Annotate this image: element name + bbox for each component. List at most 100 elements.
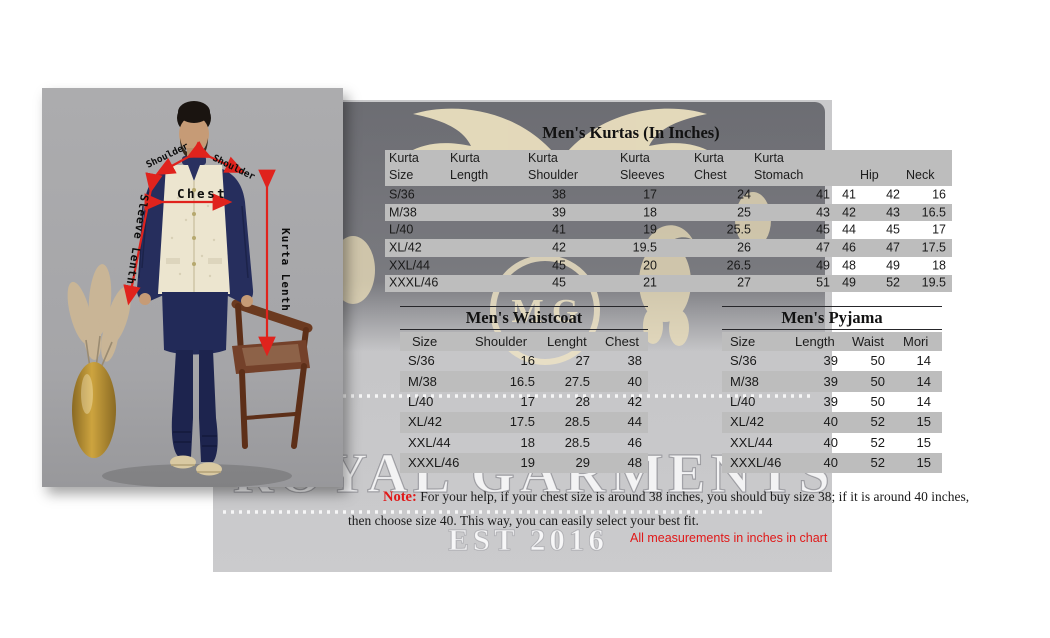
column-header: Kurta Shoulder [528, 151, 579, 182]
size-cell: L/40 [389, 222, 414, 237]
value-cell: 52 [886, 276, 900, 291]
monogram-text: M G [511, 293, 578, 330]
pyjama-title-rule [722, 329, 942, 330]
value-cell: 25 [737, 205, 751, 220]
value-cell: 44 [627, 414, 642, 430]
size-cell: L/40 [730, 394, 756, 410]
value-cell: 49 [816, 258, 830, 273]
table-row: XL/42 42 19.5 26 47 46 47 17.5 [385, 239, 952, 257]
column-header: Mori [903, 334, 929, 349]
table-row: L/40 41 19 25.5 45 44 45 17 [385, 221, 952, 239]
note-line-2: then choose size 40. This way, you can e… [348, 513, 699, 528]
size-cell: S/36 [389, 187, 415, 202]
value-cell: 26.5 [726, 258, 751, 273]
column-header: Neck [906, 168, 935, 182]
value-cell: 38 [552, 187, 566, 202]
sleeve-length-arrow [123, 172, 163, 306]
value-cell: 50 [870, 394, 885, 410]
note-line-1: Note: For your help, if your chest size … [383, 489, 969, 506]
value-cell: 15 [916, 455, 931, 471]
table-row: M/38 39 50 14 [722, 371, 942, 392]
size-cell: S/36 [730, 353, 757, 369]
value-cell: 16 [520, 353, 535, 369]
size-cell: XL/42 [408, 414, 442, 430]
value-cell: 20 [643, 258, 657, 273]
value-cell: 17 [520, 394, 535, 410]
column-header: Shoulder [475, 334, 528, 349]
table-row: XXXL/46 19 29 48 [400, 453, 648, 474]
pyjama-table-title: Men's Pyjama [781, 308, 883, 327]
pyjama-header-band [722, 332, 942, 351]
value-cell: 14 [916, 394, 931, 410]
value-cell: 49 [842, 276, 856, 291]
value-cell: 39 [823, 353, 838, 369]
size-cell: S/36 [408, 353, 435, 369]
note-label: Note: [383, 489, 417, 505]
value-cell: 49 [886, 258, 900, 273]
pyjama-size-table: Men's Pyjama Size Length Waist Mori S/36 39 5… [722, 306, 942, 474]
value-cell: 18 [932, 258, 946, 273]
column-header: Kurta Sleeves [620, 151, 665, 182]
value-cell: 41 [842, 187, 856, 202]
size-cell: XXL/44 [408, 434, 451, 450]
value-cell: 19 [643, 222, 657, 237]
value-cell: 16.5 [509, 373, 535, 389]
column-header: Kurta Stomach [754, 151, 804, 182]
value-cell: 46 [627, 434, 642, 450]
value-cell: 26 [737, 240, 751, 255]
value-cell: 38 [627, 353, 642, 369]
column-header: Kurta Length [450, 151, 489, 182]
value-cell: 27 [737, 276, 751, 291]
value-cell: 42 [886, 187, 900, 202]
shoulder-right-arrow [190, 141, 246, 173]
waistcoat-title-rule [400, 329, 648, 330]
value-cell: 39 [552, 205, 566, 220]
gold-vase [72, 362, 116, 458]
column-header: Length [795, 334, 835, 349]
value-cell: 47 [886, 240, 900, 255]
size-cell: L/40 [408, 394, 434, 410]
monogram-crest: M G [490, 255, 600, 365]
value-cell: 25.5 [726, 222, 751, 237]
value-cell: 29 [575, 455, 590, 471]
value-cell: 17 [932, 222, 946, 237]
column-header: Waist [852, 334, 885, 349]
value-cell: 17.5 [509, 414, 535, 430]
value-cell: 48 [627, 455, 642, 471]
table-row: XL/42 40 52 15 [722, 412, 942, 433]
waistcoat-top-rule [400, 306, 648, 307]
floor-shadow [102, 464, 292, 488]
column-header: Size [412, 334, 438, 349]
table-row: M/38 16.5 27.5 40 [400, 371, 648, 392]
size-cell: XXXL/46 [730, 455, 782, 471]
value-cell: 51 [816, 276, 830, 291]
value-cell: 43 [886, 205, 900, 220]
column-header: Size [730, 334, 756, 349]
column-header: Chest [605, 334, 639, 349]
value-cell: 16 [932, 187, 946, 202]
value-cell: 52 [870, 434, 885, 450]
value-cell: 28.5 [564, 434, 590, 450]
value-cell: 44 [842, 222, 856, 237]
table-row: XL/42 17.5 28.5 44 [400, 412, 648, 433]
value-cell: 40 [823, 455, 838, 471]
chair [231, 299, 313, 449]
value-cell: 47 [816, 240, 830, 255]
waistcoat-header-band [400, 332, 648, 351]
value-cell: 19 [520, 455, 535, 471]
table-row: L/40 17 28 42 [400, 392, 648, 412]
size-cell: XL/42 [730, 414, 764, 430]
column-header: Lenght [547, 334, 587, 349]
value-cell: 28 [575, 394, 590, 410]
value-cell: 40 [627, 373, 642, 389]
table-row: L/40 39 50 14 [722, 392, 942, 412]
value-cell: 15 [916, 434, 931, 450]
size-cell: M/38 [730, 373, 759, 389]
value-cell: 43 [816, 205, 830, 220]
column-header: Hip [860, 168, 879, 182]
units-note: All measurements in inches in chart [630, 531, 828, 545]
value-cell: 42 [627, 394, 642, 410]
table-row: XXXL/46 45 21 27 51 49 52 19.5 [385, 274, 952, 293]
shoulder-left-arrow [155, 140, 208, 176]
value-cell: 17.5 [921, 240, 946, 255]
